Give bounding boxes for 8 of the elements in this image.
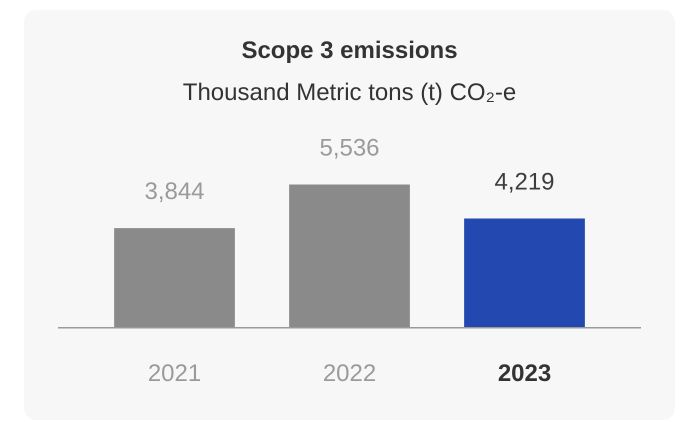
data-label: 4,219 <box>494 168 555 196</box>
chart-title: Scope 3 emissions <box>241 37 458 64</box>
x-tick-label: 2023 <box>498 360 552 388</box>
data-label: 5,536 <box>319 134 380 162</box>
x-tick-label: 2021 <box>148 360 202 388</box>
data-label: 3,844 <box>144 178 205 206</box>
chart-subtitle: Thousand Metric tons (t) CO₂-e <box>182 78 516 106</box>
x-tick-label: 2022 <box>322 360 376 388</box>
